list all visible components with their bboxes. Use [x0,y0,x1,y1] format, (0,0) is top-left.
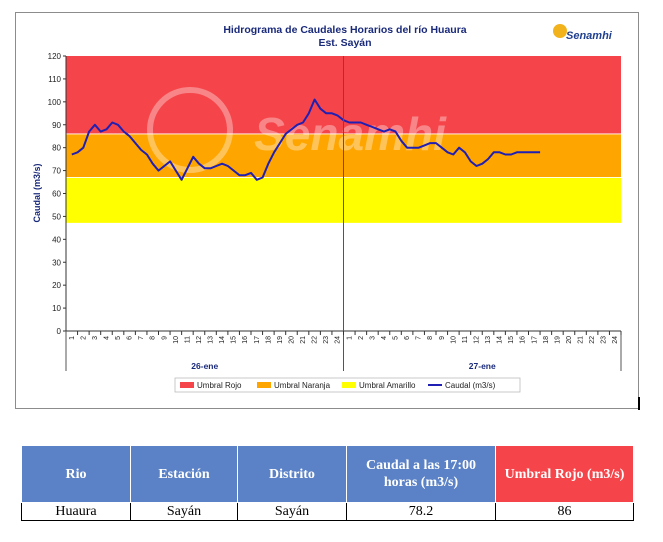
legend-swatch-0 [180,382,194,388]
x-tick-label-6: 7 [138,336,145,340]
x-tick-label-32: 9 [439,336,446,340]
header-rio: Rio [21,445,131,503]
x-tick-label-8: 9 [161,336,168,340]
cell-caudal: 78.2 [346,502,496,521]
x-tick-label-22: 23 [323,336,330,344]
y-tick-label-50: 50 [52,212,61,221]
x-tick-label-18: 19 [277,336,284,344]
x-tick-label-27: 4 [381,336,388,340]
x-tick-label-44: 21 [578,336,585,344]
cell-distrito: Sayán [237,502,347,521]
legend-swatch-1 [257,382,271,388]
x-tick-label-37: 14 [497,336,504,344]
y-tick-label-80: 80 [52,144,61,153]
y-axis-label: Caudal (m3/s) [32,163,42,222]
x-tick-label-25: 2 [358,336,365,340]
table-row: Huaura Sayán Sayán 78.2 86 [21,502,634,521]
x-tick-label-12: 13 [208,336,215,344]
x-tick-label-45: 22 [589,336,596,344]
y-tick-label-110: 110 [48,75,61,84]
legend-label-2: Umbral Amarillo [359,381,416,390]
x-tick-label-40: 17 [531,336,538,344]
header-caudal: Caudal a las 17:00 horas (m3/s) [346,445,496,503]
header-estacion: Estación [130,445,238,503]
legend-swatch-2 [342,382,356,388]
x-tick-label-39: 16 [520,336,527,344]
cell-estacion: Sayán [130,502,238,521]
cell-umbral-rojo: 86 [495,502,634,521]
senamhi-logo-sun-icon [553,24,567,38]
x-tick-label-41: 18 [543,336,550,344]
x-tick-label-14: 15 [231,336,238,344]
y-tick-label-30: 30 [52,258,61,267]
y-tick-label-70: 70 [52,167,61,176]
x-tick-label-47: 24 [612,336,619,344]
corner-mark [638,397,640,410]
x-tick-label-26: 3 [369,336,376,340]
watermark-text: Senamhi [254,108,447,160]
header-umbral-rojo: Umbral Rojo (m3/s) [495,445,634,503]
header-distrito: Distrito [237,445,347,503]
x-tick-label-4: 5 [115,336,122,340]
y-tick-label-120: 120 [48,52,62,61]
watermark-sun-icon [147,87,233,173]
x-tick-label-10: 11 [184,336,191,343]
x-tick-label-33: 10 [450,336,457,344]
y-tick-label-20: 20 [52,281,61,290]
x-tick-label-42: 19 [554,336,561,344]
day-label-1: 27-ene [469,361,496,371]
y-tick-label-60: 60 [52,190,61,199]
x-tick-label-30: 7 [416,336,423,340]
y-tick-label-40: 40 [52,235,61,244]
senamhi-logo: Senamhi [566,30,612,42]
x-tick-label-9: 10 [173,336,180,344]
x-tick-label-19: 20 [288,336,295,344]
x-tick-label-24: 1 [346,336,353,340]
x-tick-label-5: 6 [127,336,134,340]
x-tick-label-21: 22 [312,336,319,344]
x-tick-label-13: 14 [219,336,226,344]
x-tick-label-15: 16 [242,336,249,344]
x-tick-label-29: 6 [404,336,411,340]
x-tick-label-23: 24 [335,336,342,344]
x-tick-label-31: 8 [427,336,434,340]
legend-box [174,377,521,393]
legend-label-3: Caudal (m3/s) [445,381,496,390]
x-tick-label-17: 18 [265,336,272,344]
x-tick-label-36: 13 [485,336,492,344]
hydrograph-chart: Hidrograma de Caudales Horarios del río … [32,24,622,393]
legend-label-1: Umbral Naranja [274,381,331,390]
x-tick-label-46: 23 [601,336,608,344]
x-tick-label-0: 1 [69,336,76,340]
x-tick-label-20: 21 [300,336,307,344]
x-tick-label-43: 20 [566,336,573,344]
y-tick-label-90: 90 [52,121,61,130]
x-tick-label-38: 15 [508,336,515,344]
series-line-caudal [71,98,541,181]
day-label-0: 26-ene [191,361,218,371]
station-table: Rio Estación Distrito Caudal a las 17:00… [21,445,634,521]
chart-subtitle: Est. Sayán [318,37,371,49]
table-header-row: Rio Estación Distrito Caudal a las 17:00… [21,445,634,503]
x-tick-label-11: 12 [196,336,203,344]
x-tick-label-35: 12 [473,336,480,344]
chart-title: Hidrograma de Caudales Horarios del río … [223,24,466,36]
y-tick-label-0: 0 [57,327,62,336]
y-tick-label-100: 100 [48,98,62,107]
x-tick-label-1: 2 [80,336,87,340]
x-tick-label-34: 11 [462,336,469,343]
x-tick-label-2: 3 [92,336,99,340]
x-tick-label-16: 17 [254,336,261,344]
y-tick-label-10: 10 [52,304,61,313]
legend-label-0: Umbral Rojo [197,381,242,390]
x-tick-label-3: 4 [103,336,110,340]
x-tick-label-28: 5 [393,336,400,340]
x-tick-label-7: 8 [150,336,157,340]
cell-rio: Huaura [21,502,131,521]
